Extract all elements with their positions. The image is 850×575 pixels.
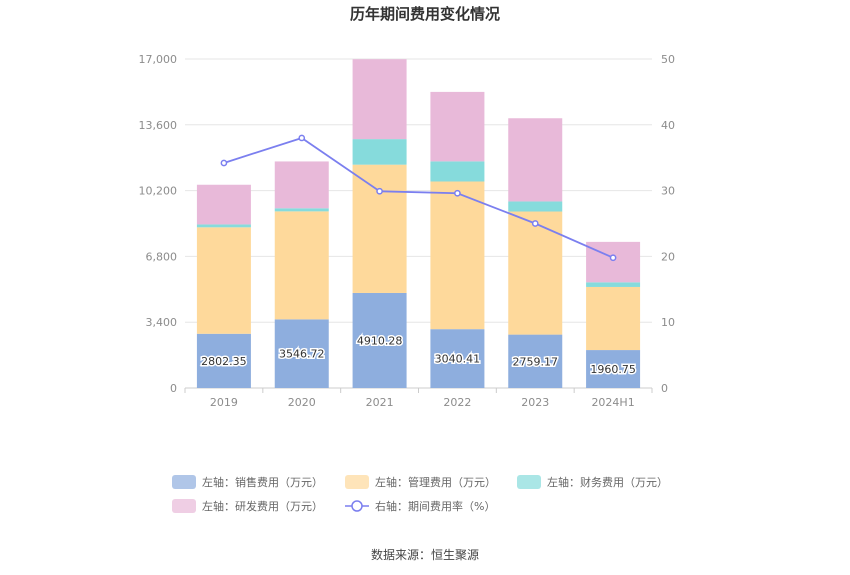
- right-tick-label: 30: [661, 185, 675, 198]
- left-tick-label: 0: [170, 382, 177, 395]
- rate-line-point: [298, 134, 306, 142]
- bar-segment-series-3: [352, 59, 407, 140]
- chart-title: 历年期间费用变化情况: [350, 5, 500, 23]
- bar-labels: 2802.35 3546.72 4910.28 3040.41 2759.17 1960.…: [200, 333, 638, 378]
- bar-segment-series-3: [274, 161, 329, 209]
- legend-swatch: [172, 499, 196, 513]
- bar-data-label: 4910.28: [357, 334, 403, 347]
- legend-marker: [351, 500, 363, 512]
- grid: [185, 58, 652, 389]
- rate-line: [220, 134, 617, 262]
- bar-segment-series-2: [508, 201, 563, 212]
- right-tick-label: 20: [661, 250, 675, 263]
- x-tick-label: 2024H1: [591, 396, 634, 409]
- x-tick-label: 2020: [288, 396, 316, 409]
- left-axis: 0 3,400 6,800 10,200 13,600 17,000: [139, 53, 178, 395]
- bar-segment-series-0: [586, 350, 641, 388]
- bar-segment-series-0: [274, 319, 329, 388]
- bar-segment-series-0: [196, 333, 251, 388]
- rate-line-point: [376, 187, 383, 195]
- bar-segment-series-2: [352, 139, 407, 165]
- bar-segment-series-3: [196, 184, 251, 225]
- legend-label: 左轴：管理费用（万元）: [375, 475, 496, 489]
- bar-segment-series-1: [430, 181, 485, 330]
- bar-segment-series-3: [586, 241, 641, 283]
- x-tick-label: 2021: [366, 396, 394, 409]
- legend-swatch: [172, 475, 196, 489]
- x-tick-label: 2022: [443, 396, 471, 409]
- left-tick-label: 13,600: [139, 119, 178, 132]
- legend-label: 右轴：期间费用率（%）: [375, 499, 495, 513]
- bar-segment-series-3: [430, 91, 485, 162]
- legend-swatch: [517, 475, 541, 489]
- bar-segment-series-0: [430, 329, 485, 388]
- x-tick-label: 2023: [521, 396, 549, 409]
- bar-data-label: 2759.17: [513, 355, 559, 368]
- legend-swatch: [345, 475, 369, 489]
- legend-label: 左轴：销售费用（万元）: [202, 475, 323, 489]
- bar-segment-series-2: [430, 161, 485, 182]
- right-tick-label: 40: [661, 119, 675, 132]
- bar-segment-series-1: [196, 227, 251, 334]
- right-axis: 0 10 20 30 40 50: [661, 53, 675, 395]
- rate-line-point: [220, 159, 228, 167]
- bar-segment-series-3: [508, 118, 563, 202]
- right-tick-label: 10: [661, 316, 675, 329]
- bar-data-label: 3546.72: [279, 348, 325, 361]
- legend: 左轴：销售费用（万元） 左轴：管理费用（万元） 左轴：财务费用（万元） 左轴：研发费用…: [172, 475, 668, 513]
- bar-data-label: 2802.35: [201, 355, 247, 368]
- right-tick-label: 50: [661, 53, 675, 66]
- bar-data-label: 1960.75: [590, 363, 636, 376]
- legend-label: 左轴：财务费用（万元）: [547, 475, 668, 489]
- bar-segment-series-1: [352, 164, 407, 293]
- bars: [196, 59, 641, 388]
- rate-line-point: [531, 220, 539, 227]
- left-tick-label: 6,800: [146, 250, 178, 263]
- left-tick-label: 17,000: [139, 53, 178, 66]
- x-axis: 2019 2020 2021 2022 2023 2024H1: [184, 388, 653, 409]
- bar-data-label: 3040.41: [435, 353, 481, 366]
- data-source: 数据来源：恒生聚源: [371, 547, 479, 562]
- right-tick-label: 0: [661, 382, 668, 395]
- rate-line-point: [609, 254, 617, 262]
- bar-segment-series-0: [352, 292, 407, 388]
- legend-label: 左轴：研发费用（万元）: [202, 499, 323, 513]
- left-tick-label: 3,400: [146, 316, 178, 329]
- bar-segment-series-1: [586, 286, 641, 351]
- bar-segment-series-1: [274, 211, 329, 320]
- bar-segment-series-2: [196, 224, 251, 228]
- left-tick-label: 10,200: [139, 185, 178, 198]
- rate-line-point: [454, 189, 461, 197]
- rate-line-path: [223, 136, 614, 259]
- bar-segment-series-2: [586, 282, 641, 287]
- bar-segment-series-0: [508, 334, 563, 388]
- x-tick-label: 2019: [210, 396, 238, 409]
- bar-segment-series-1: [508, 211, 563, 335]
- bar-segment-series-2: [274, 208, 329, 212]
